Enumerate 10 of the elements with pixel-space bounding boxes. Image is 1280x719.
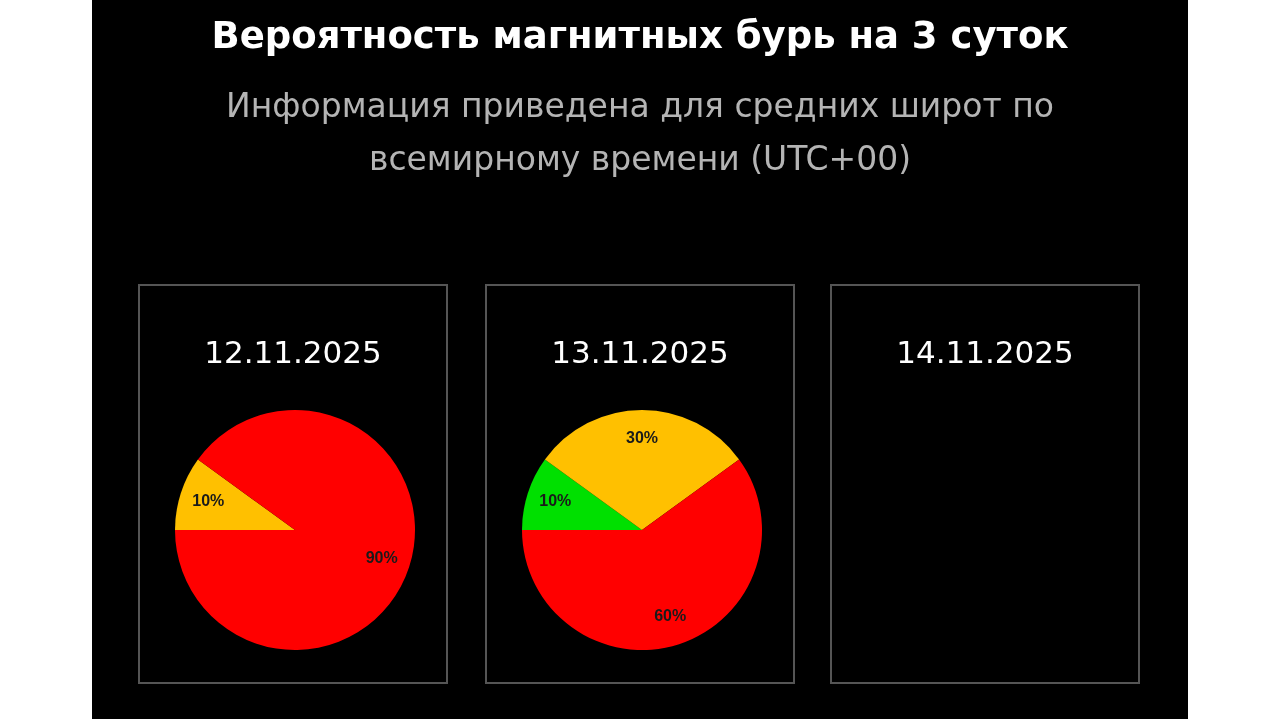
text: 14.11.2025 [895, 334, 1075, 370]
data-label: 10% [192, 492, 225, 510]
data-label: 90% [365, 548, 398, 566]
chart-title: 12.11.2025 [203, 334, 383, 370]
data-label: 30% [625, 429, 659, 447]
data-label: 60% [654, 607, 687, 625]
text: Вероятность магнитных бурь на 3 суток [210, 14, 1070, 57]
data-label: 10% [539, 492, 572, 510]
chart-title: 13.11.2025 [550, 334, 730, 370]
text: Информация приведена для средних широт по всемирному времени (UTC+00) [225, 85, 1055, 180]
